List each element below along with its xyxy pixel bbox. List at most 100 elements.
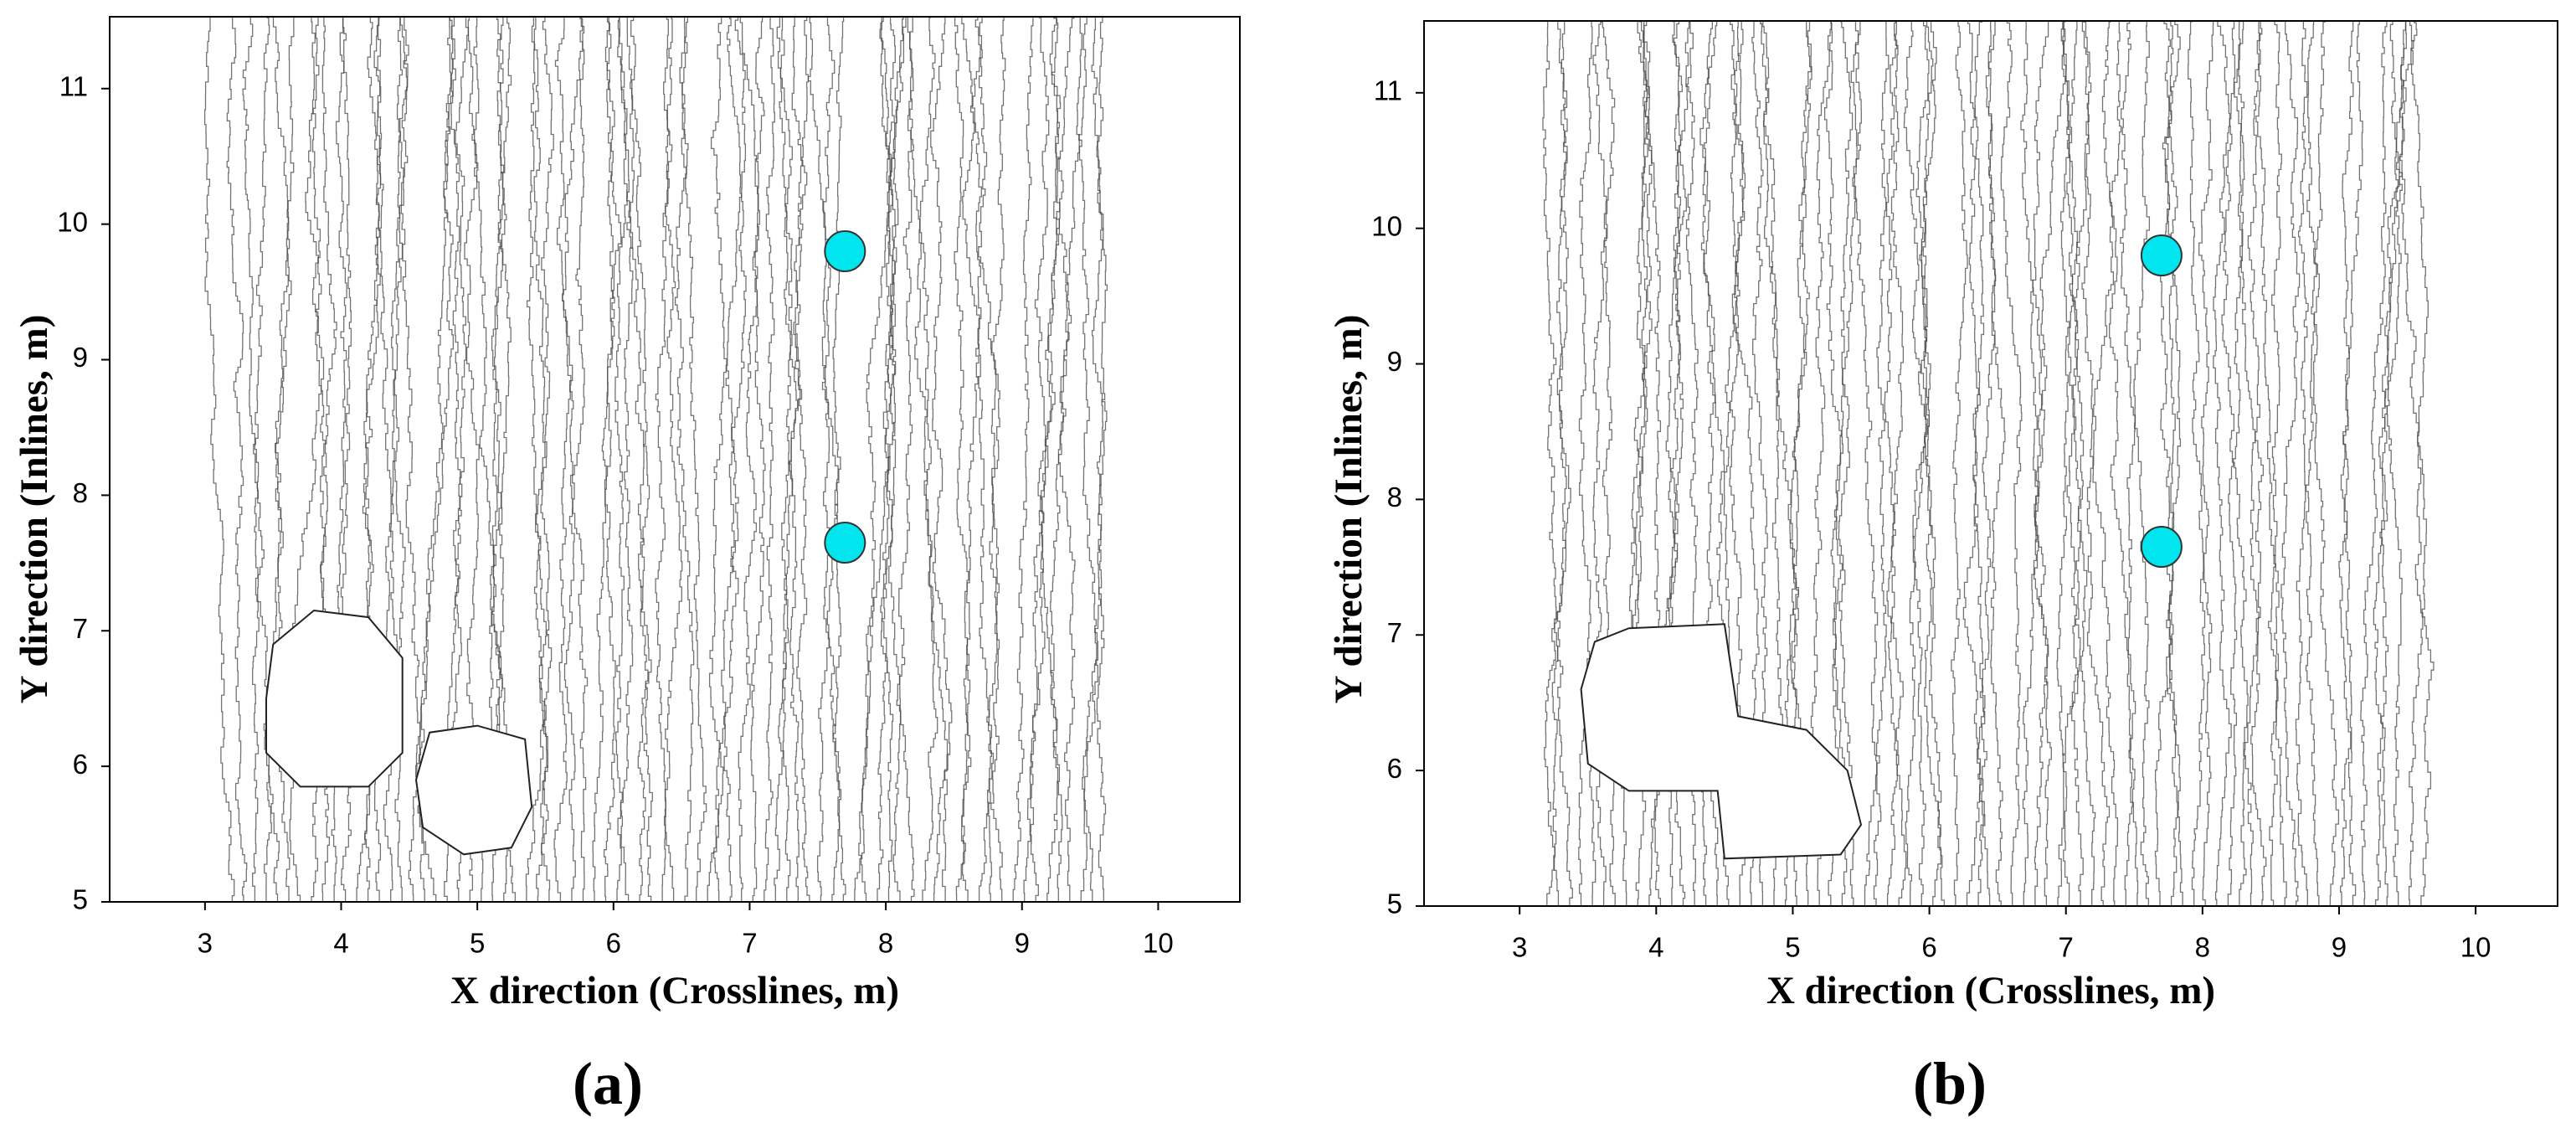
trace — [2133, 21, 2151, 906]
trace — [774, 17, 793, 902]
trace — [572, 17, 589, 902]
trace — [533, 17, 553, 902]
trace — [2238, 21, 2265, 906]
trace — [794, 17, 814, 902]
trace — [2306, 21, 2340, 906]
trace — [1544, 21, 1568, 906]
trace — [1012, 17, 1034, 902]
trace — [707, 17, 747, 902]
trace — [877, 17, 905, 902]
trace — [907, 17, 949, 902]
trace — [655, 17, 675, 902]
x-tick-label: 8 — [2195, 932, 2210, 963]
trace — [1026, 17, 1050, 902]
y-tick-label: 10 — [57, 206, 88, 237]
axes-box — [109, 16, 1241, 903]
trace — [1037, 17, 1063, 902]
trace — [1864, 21, 1890, 906]
trace — [930, 17, 953, 902]
trace — [1046, 17, 1072, 902]
trace — [2227, 21, 2245, 906]
trace — [1076, 17, 1099, 902]
x-tick-label: 10 — [2460, 932, 2491, 963]
trace — [1920, 21, 1946, 906]
x-axis-label: X direction (Crosslines, m) — [450, 969, 899, 1012]
trace — [1884, 21, 1907, 906]
axes-box — [1423, 20, 2558, 907]
y-tick-label: 8 — [73, 477, 88, 508]
x-tick-label: 10 — [1143, 928, 1174, 959]
trace — [2062, 21, 2096, 906]
x-tick-label: 4 — [333, 928, 348, 959]
y-tick-label: 11 — [1374, 75, 1402, 106]
panel-label: (b) — [1913, 1050, 1987, 1117]
receiver — [824, 522, 866, 564]
trace — [955, 17, 981, 902]
trace — [2188, 21, 2206, 906]
trace — [708, 17, 747, 902]
trace — [1967, 21, 1987, 906]
trace — [603, 17, 622, 902]
trace — [2056, 21, 2092, 906]
panel: 3 4 5 6 7 8 9 10 5 6 7 8 9 10 11 X direction (Crossline… — [1327, 20, 2558, 1117]
trace — [1091, 17, 1108, 902]
obstacle — [265, 609, 404, 788]
trace — [1977, 21, 1997, 906]
y-tick-label: 9 — [1387, 346, 1402, 377]
trace — [1556, 21, 1573, 906]
trace — [630, 17, 652, 902]
obstacle — [414, 724, 533, 856]
trace — [2213, 21, 2232, 906]
x-tick-label: 7 — [2059, 932, 2074, 963]
trace — [896, 17, 915, 902]
trace — [2060, 21, 2085, 906]
trace — [253, 17, 280, 902]
trace — [2271, 21, 2287, 906]
trace — [2360, 21, 2389, 906]
trace — [789, 17, 804, 902]
trace — [2280, 21, 2301, 906]
trace — [2081, 21, 2111, 906]
trace — [2399, 21, 2424, 906]
y-tick-label: 11 — [59, 71, 88, 102]
trace — [2120, 21, 2136, 906]
trace — [974, 17, 1003, 902]
trace — [1985, 21, 2006, 906]
x-tick-label: 5 — [1785, 932, 1800, 963]
trace — [2198, 21, 2214, 906]
trace — [242, 17, 260, 902]
trace — [2057, 21, 2079, 906]
trace — [2338, 21, 2354, 906]
traces — [203, 17, 1108, 902]
trace — [750, 17, 766, 902]
y-tick-label: 7 — [73, 613, 88, 644]
y-tick-label: 6 — [1387, 753, 1402, 784]
trace — [592, 17, 615, 902]
trace — [553, 17, 585, 902]
traces — [1542, 21, 2435, 906]
trace — [1830, 21, 1854, 906]
trace — [1542, 21, 1560, 906]
trace — [2033, 21, 2066, 906]
receiver — [824, 230, 866, 273]
y-tick-label: 5 — [73, 884, 88, 915]
trace — [2386, 21, 2414, 906]
trace — [1912, 21, 1937, 906]
trace — [2030, 21, 2052, 906]
trace — [2020, 21, 2043, 906]
trace — [919, 17, 938, 902]
y-tick-label: 7 — [1387, 617, 1402, 648]
trace — [1810, 21, 1832, 906]
trace — [2373, 21, 2407, 906]
x-tick-label: 4 — [1648, 932, 1663, 963]
y-tick-label: 10 — [1371, 210, 1402, 241]
trace — [978, 17, 1006, 902]
trace — [2154, 21, 2173, 906]
trace — [1578, 21, 1593, 906]
trace — [1838, 21, 1861, 906]
trace — [831, 17, 845, 902]
y-tick-label: 8 — [1387, 482, 1402, 512]
trace — [1903, 21, 1941, 906]
trace — [1886, 21, 1905, 906]
